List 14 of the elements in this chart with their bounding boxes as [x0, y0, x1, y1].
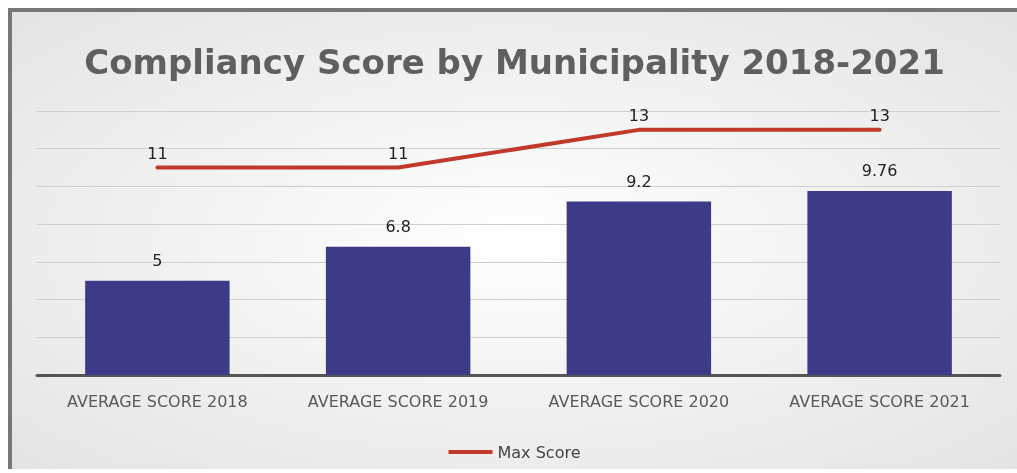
data-label: 13	[869, 106, 890, 126]
x-tick-label: AVERAGE SCORE 2019	[307, 391, 489, 411]
data-label: 6.8	[385, 217, 411, 237]
data-label: 13	[628, 106, 650, 126]
data-label: 11	[387, 144, 409, 164]
data-label: 5	[152, 251, 163, 271]
x-tick-label: AVERAGE SCORE 2020	[548, 391, 730, 411]
chart-title: Compliancy Score by Municipality 2018-2021	[84, 42, 945, 82]
legend-label: Max Score	[497, 442, 581, 462]
data-label: 9.2	[626, 172, 652, 192]
data-label: 11	[147, 144, 168, 164]
x-tick-label: AVERAGE SCORE 2018	[67, 391, 248, 411]
data-label: 9.76	[861, 161, 898, 181]
x-tick-label: AVERAGE SCORE 2021	[789, 391, 970, 411]
